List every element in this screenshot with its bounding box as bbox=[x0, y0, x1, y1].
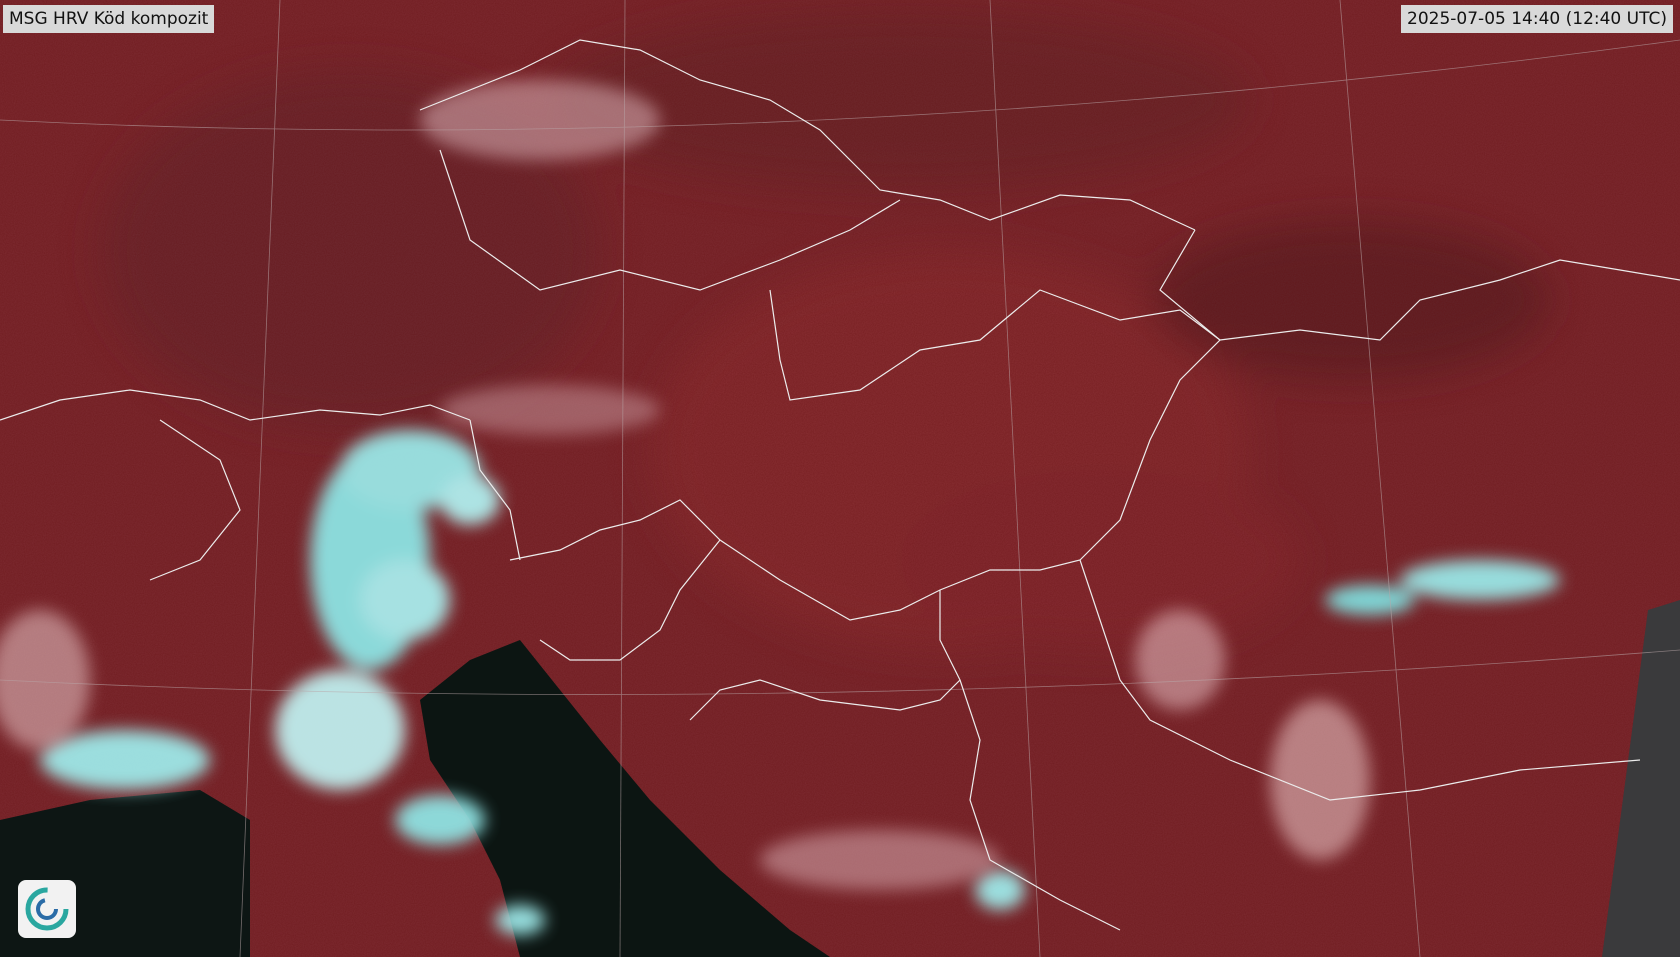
timestamp-label: 2025-07-05 14:40 (12:40 UTC) bbox=[1401, 5, 1673, 33]
logo-icon bbox=[25, 887, 69, 931]
logo[interactable] bbox=[18, 880, 76, 938]
title-label: MSG HRV Köd kompozit bbox=[3, 5, 215, 33]
